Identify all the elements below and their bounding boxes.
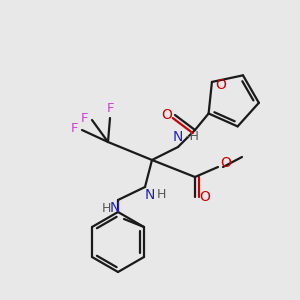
Text: -H: -H xyxy=(185,130,199,143)
Text: N: N xyxy=(173,130,183,144)
Text: F: F xyxy=(81,112,89,124)
Text: H: H xyxy=(156,188,166,202)
Text: F: F xyxy=(106,103,114,116)
Text: N: N xyxy=(110,201,120,215)
Text: F: F xyxy=(71,122,79,134)
Text: O: O xyxy=(200,190,210,204)
Text: H: H xyxy=(101,202,111,214)
Text: O: O xyxy=(215,78,226,92)
Text: N: N xyxy=(145,188,155,202)
Text: O: O xyxy=(162,108,172,122)
Text: O: O xyxy=(220,156,231,170)
